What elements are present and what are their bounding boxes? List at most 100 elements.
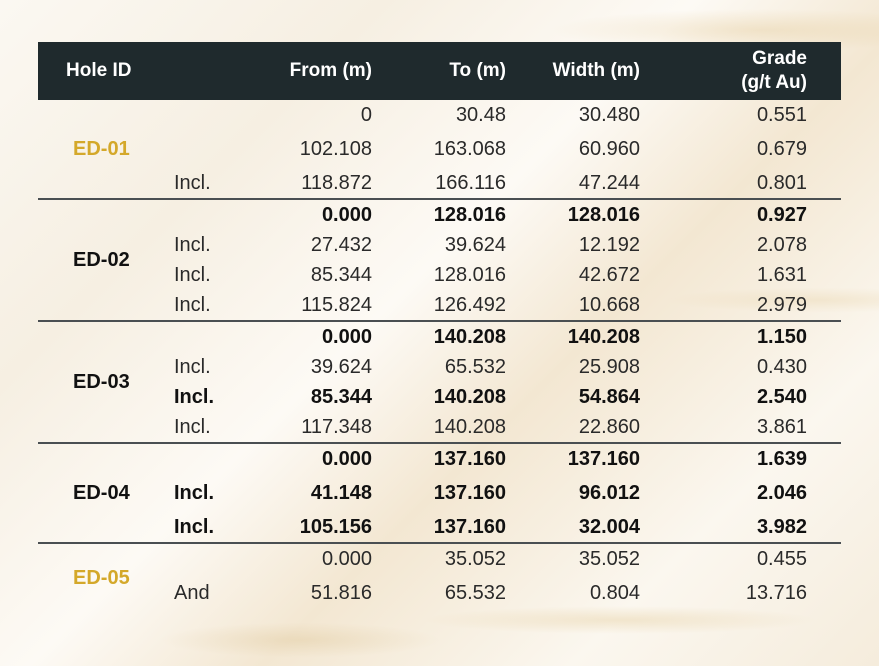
cell-from: 41.148 bbox=[310, 482, 372, 504]
table-row: Incl. 105.156 137.160 32.004 3.982 bbox=[38, 512, 841, 543]
cell-width: 0.804 bbox=[589, 582, 640, 604]
table-row: Incl. 118.872 166.116 47.244 0.801 bbox=[38, 168, 841, 199]
row-label bbox=[170, 100, 280, 130]
table-row: Incl. 85.344 140.208 54.864 2.540 bbox=[38, 382, 841, 412]
cell-grade: 2.046 bbox=[756, 482, 807, 504]
cell-width: 47.244 bbox=[578, 172, 640, 194]
cell-from: 39.624 bbox=[310, 356, 372, 378]
cell-grade: 2.540 bbox=[756, 386, 807, 408]
hole-id: ED-04 bbox=[38, 442, 170, 543]
row-label bbox=[170, 198, 280, 230]
cell-from: 85.344 bbox=[310, 386, 372, 408]
row-label: Incl. bbox=[174, 516, 215, 538]
cell-from: 0.000 bbox=[280, 198, 406, 230]
cell-from: 102.108 bbox=[299, 138, 372, 160]
table-row: Incl. 85.344 128.016 42.672 1.631 bbox=[38, 260, 841, 290]
cell-grade: 1.631 bbox=[756, 264, 807, 286]
table-row: Incl. 115.824 126.492 10.668 2.979 bbox=[38, 290, 841, 321]
cell-width: 140.208 bbox=[540, 320, 674, 352]
header-from: From (m) bbox=[289, 60, 372, 81]
row-label bbox=[170, 130, 280, 168]
cell-to: 30.48 bbox=[455, 104, 506, 126]
row-label bbox=[170, 320, 280, 352]
cell-width: 128.016 bbox=[540, 198, 674, 230]
row-label bbox=[170, 542, 280, 574]
hole-id: ED-01 bbox=[73, 138, 130, 160]
cell-from: 117.348 bbox=[301, 416, 372, 438]
cell-grade: 0.927 bbox=[674, 198, 841, 230]
cell-grade: 3.982 bbox=[756, 516, 807, 538]
cell-width: 35.052 bbox=[540, 542, 674, 574]
drill-results-table: Hole ID From (m) To (m) Width (m) Grade … bbox=[38, 42, 841, 612]
cell-width: 96.012 bbox=[578, 482, 640, 504]
header-width: Width (m) bbox=[552, 60, 640, 81]
cell-grade: 0.455 bbox=[674, 542, 841, 574]
header-grade-line2: (g/t Au) bbox=[741, 72, 807, 93]
cell-to: 128.016 bbox=[406, 198, 540, 230]
cell-width: 54.864 bbox=[578, 386, 640, 408]
header-grade-line1: Grade bbox=[752, 48, 807, 69]
table-row: ED-04 0.000 137.160 137.160 1.639 bbox=[38, 442, 841, 543]
hole-id: ED-02 bbox=[38, 198, 170, 321]
cell-width: 25.908 bbox=[578, 356, 640, 378]
cell-to: 65.532 bbox=[444, 356, 506, 378]
cell-to: 140.208 bbox=[433, 416, 506, 438]
row-label: Incl. bbox=[174, 172, 211, 194]
cell-grade: 2.979 bbox=[756, 294, 807, 316]
cell-from: 115.824 bbox=[301, 294, 372, 316]
cell-to: 126.492 bbox=[433, 294, 506, 316]
cell-width: 42.672 bbox=[578, 264, 640, 286]
cell-from: 27.432 bbox=[310, 234, 372, 256]
cell-to: 137.160 bbox=[433, 482, 506, 504]
cell-to: 163.068 bbox=[433, 138, 506, 160]
cell-to: 128.016 bbox=[433, 264, 506, 286]
cell-width: 60.960 bbox=[578, 138, 640, 160]
cell-to: 140.208 bbox=[406, 320, 540, 352]
table-row: ED-01 0 30.48 30.480 0.551 bbox=[38, 100, 841, 160]
table-row: ED-02 0.000 128.016 128.016 0.927 bbox=[38, 198, 841, 321]
cell-grade: 0.430 bbox=[756, 356, 807, 378]
row-label: Incl. bbox=[174, 416, 211, 438]
cell-grade: 0.679 bbox=[756, 138, 807, 160]
header-hole-id: Hole ID bbox=[66, 60, 132, 81]
cell-from: 0.000 bbox=[280, 542, 406, 574]
cell-grade: 1.639 bbox=[674, 442, 841, 474]
cell-grade: 0.801 bbox=[756, 172, 807, 194]
row-label: Incl. bbox=[174, 264, 211, 286]
table-row: ED-03 0.000 140.208 140.208 1.150 bbox=[38, 320, 841, 443]
cell-to: 35.052 bbox=[406, 542, 540, 574]
cell-width: 12.192 bbox=[578, 234, 640, 256]
table-row: Incl. 27.432 39.624 12.192 2.078 bbox=[38, 230, 841, 260]
row-label: Incl. bbox=[174, 234, 211, 256]
cell-to: 65.532 bbox=[444, 582, 506, 604]
cell-to: 137.160 bbox=[406, 442, 540, 474]
table-row: ED-05 0.000 35.052 35.052 0.455 bbox=[38, 542, 841, 612]
cell-from: 118.872 bbox=[301, 172, 372, 194]
row-label: And bbox=[174, 582, 210, 604]
cell-to: 39.624 bbox=[444, 234, 506, 256]
table-row: Incl. 117.348 140.208 22.860 3.861 bbox=[38, 412, 841, 443]
table-row: Incl. 39.624 65.532 25.908 0.430 bbox=[38, 352, 841, 382]
cell-from: 0 bbox=[360, 104, 372, 126]
cell-from: 51.816 bbox=[310, 582, 372, 604]
header-to: To (m) bbox=[449, 60, 506, 81]
cell-from: 85.344 bbox=[310, 264, 372, 286]
hole-id: ED-03 bbox=[38, 320, 170, 443]
row-label: Incl. bbox=[174, 482, 215, 504]
cell-from: 0.000 bbox=[280, 442, 406, 474]
cell-grade: 0.551 bbox=[756, 104, 807, 126]
hole-id: ED-05 bbox=[38, 542, 170, 612]
cell-grade: 3.861 bbox=[756, 416, 807, 438]
table-header-row: Hole ID From (m) To (m) Width (m) Grade … bbox=[38, 42, 841, 100]
cell-from: 105.156 bbox=[299, 516, 372, 538]
header-label bbox=[170, 42, 280, 100]
row-label: Incl. bbox=[174, 356, 211, 378]
cell-grade: 2.078 bbox=[756, 234, 807, 256]
cell-width: 32.004 bbox=[578, 516, 640, 538]
cell-width: 30.480 bbox=[578, 104, 640, 126]
row-label bbox=[170, 442, 280, 474]
header-grade: Grade (g/t Au) bbox=[674, 42, 841, 100]
cell-grade: 13.716 bbox=[745, 582, 807, 604]
cell-width: 10.668 bbox=[578, 294, 640, 316]
table-row: 102.108 163.068 60.960 0.679 bbox=[38, 130, 841, 168]
